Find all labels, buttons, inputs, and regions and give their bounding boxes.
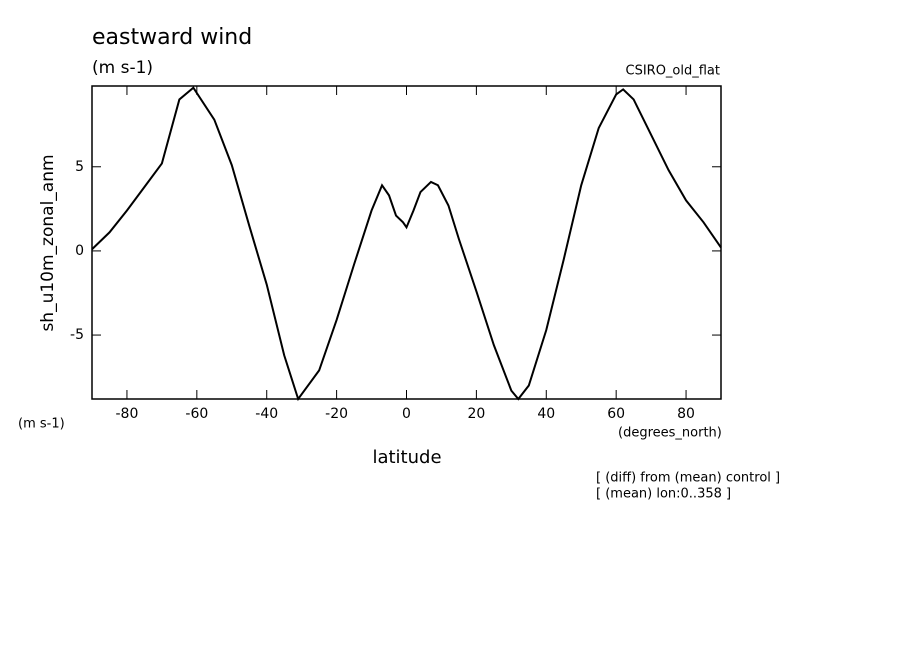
x-units: (degrees_north) (618, 426, 722, 441)
x-tick-label: -40 (255, 406, 278, 422)
x-axis-label: latitude (372, 447, 441, 468)
chart-title: eastward wind (92, 25, 252, 50)
x-tick-label: 0 (402, 406, 411, 422)
note: [ (diff) from (mean) control ] (596, 471, 780, 486)
x-tick-label: 40 (537, 406, 555, 422)
chart-subtitle: (m s-1) (92, 58, 153, 78)
model-label: CSIRO_old_flat (626, 64, 721, 79)
y-tick-label: -5 (70, 327, 84, 343)
note: [ (mean) lon:0..358 ] (596, 487, 731, 502)
data-line (91, 86, 722, 402)
x-tick-label: 60 (607, 406, 625, 422)
x-tick-label: -80 (116, 406, 139, 422)
y-units: (m s-1) (18, 417, 65, 432)
y-tick-label: 5 (75, 159, 84, 175)
x-tick-label: 20 (467, 406, 485, 422)
plot-frame (91, 85, 722, 400)
x-tick-label: -60 (185, 406, 208, 422)
y-axis-label: sh_u10m_zonal_anm (38, 154, 58, 331)
x-tick-label: 80 (677, 406, 695, 422)
x-tick-label: -20 (325, 406, 348, 422)
y-tick-label: 0 (75, 243, 84, 259)
